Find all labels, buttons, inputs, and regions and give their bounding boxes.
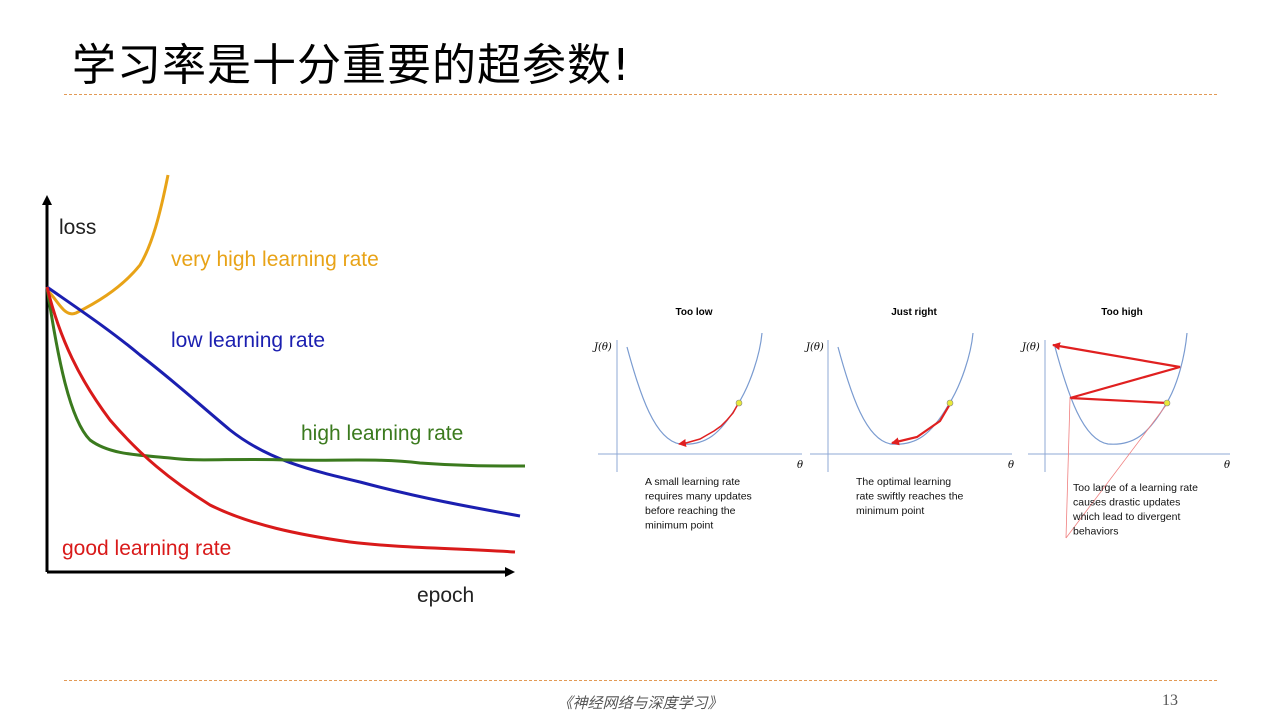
panel-too-high: Too high J(θ) θ Too large of a learning … [1020, 307, 1230, 539]
panel-title-too-high: Too high [1101, 307, 1142, 318]
page-number: 13 [1162, 692, 1178, 709]
loss-axis-label: loss [59, 216, 96, 239]
series-label-good: good learning rate [62, 537, 231, 560]
caption-line: rate swiftly reaches the [856, 491, 964, 503]
series-label-very-high: very high learning rate [171, 248, 379, 271]
slide-title: 学习率是十分重要的超参数! [72, 40, 631, 91]
epoch-axis-label: epoch [417, 584, 474, 607]
panel-ylabel-just-right: J(θ) [804, 342, 824, 353]
steps-just-right [891, 403, 951, 446]
start-point-too-low [735, 399, 743, 407]
caption-line: The optimal learning [856, 476, 951, 488]
panel-xlabel-too-high: θ [1224, 460, 1230, 471]
pointer-line-too-high [1065, 403, 1168, 539]
footer-book-title: 《神经网络与深度学习》 [557, 694, 723, 712]
loss-curve-too-low [626, 332, 763, 445]
series-line-good [45, 286, 516, 554]
series-label-high: high learning rate [301, 422, 463, 445]
caption-line: requires many updates [645, 491, 752, 503]
panel-title-too-low: Too low [675, 307, 712, 318]
panel-title-just-right: Just right [891, 307, 937, 318]
series-label-low: low learning rate [171, 329, 325, 352]
series-line-very-high [45, 174, 170, 316]
panel-just-right: Just right J(θ) θ The optimal learning r… [804, 307, 1014, 517]
steps-too-low [678, 403, 739, 447]
caption-line: causes drastic updates [1073, 497, 1180, 509]
panel-ylabel-too-high: J(θ) [1020, 342, 1040, 353]
loss-curve-too-high [1054, 332, 1188, 445]
loss-curve-just-right [837, 332, 974, 445]
steps-too-high [1052, 342, 1181, 405]
start-point-too-high [1163, 399, 1171, 407]
panel-ylabel-too-low: J(θ) [592, 342, 612, 353]
caption-too-high: Too large of a learning rate causes dras… [1072, 482, 1201, 538]
panel-too-low: Too low J(θ) θ A small learning rate req… [592, 307, 803, 532]
caption-line: minimum point [856, 505, 924, 517]
start-point-just-right [946, 399, 954, 407]
series-line-high [45, 286, 526, 468]
panel-xlabel-just-right: θ [1008, 460, 1014, 471]
series-line-low [46, 285, 521, 518]
title-divider [64, 94, 1217, 95]
caption-just-right: The optimal learning rate swiftly reache… [856, 476, 966, 517]
pointer-line-too-high [1065, 397, 1071, 539]
caption-line: minimum point [645, 520, 713, 532]
caption-too-low: A small learning rate requires many upda… [645, 476, 755, 532]
caption-line: behaviors [1073, 526, 1119, 538]
caption-line: which lead to divergent [1072, 511, 1180, 523]
caption-line: A small learning rate [645, 476, 740, 488]
footer-divider [64, 680, 1217, 681]
panel-xlabel-too-low: θ [797, 460, 803, 471]
caption-line: before reaching the [645, 505, 736, 517]
caption-line: Too large of a learning rate [1073, 482, 1198, 494]
